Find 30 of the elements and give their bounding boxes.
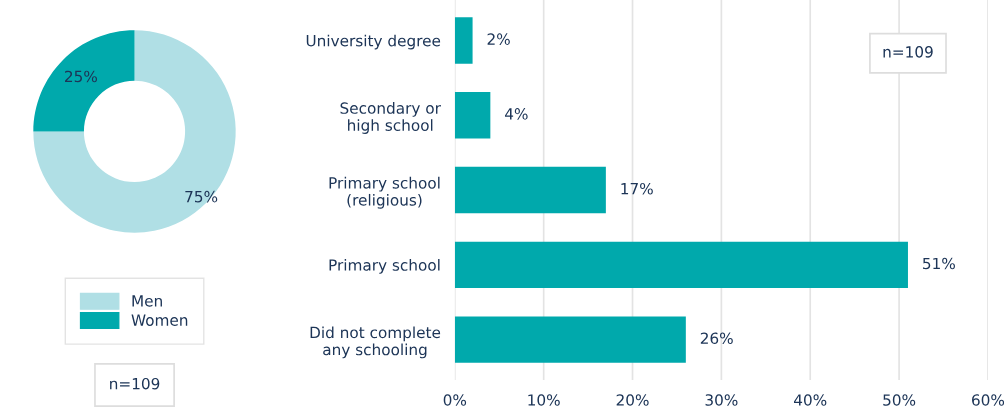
x-tick-label: 10% [528, 394, 560, 406]
y-tick-label: Secondary or high school [340, 102, 441, 134]
y-tick-label: Did not complete any schooling [310, 326, 441, 359]
x-tick-label: 20% [616, 394, 649, 406]
data-label: 26% [700, 332, 733, 345]
data-label: 25% [65, 70, 97, 83]
y-tick-label: University degree [306, 34, 441, 50]
bar [454, 17, 473, 64]
bar [454, 316, 686, 363]
data-label: 75% [185, 190, 218, 203]
data-label: 2% [487, 33, 510, 45]
text: n=109 [110, 377, 160, 390]
bar [454, 92, 491, 139]
donut-slice [33, 30, 236, 233]
data-label: 17% [621, 182, 653, 195]
legend-label: Men [132, 295, 162, 307]
y-tick-label: Primary school (religious) [329, 176, 440, 209]
x-tick-label: 40% [794, 394, 827, 406]
data-label: 51% [923, 257, 955, 270]
annotation: n=109 [883, 46, 933, 58]
donut-slice [33, 30, 135, 132]
x-tick-label: 50% [883, 394, 916, 406]
x-tick-label: 0% [443, 394, 467, 406]
bar [454, 166, 606, 214]
x-tick-label: 30% [705, 394, 738, 406]
legend-label: Women [131, 314, 188, 326]
data-label: 4% [504, 108, 528, 120]
x-tick-label: 60% [972, 394, 1004, 406]
bar [454, 241, 908, 288]
y-tick-label: Primary school [329, 259, 440, 274]
